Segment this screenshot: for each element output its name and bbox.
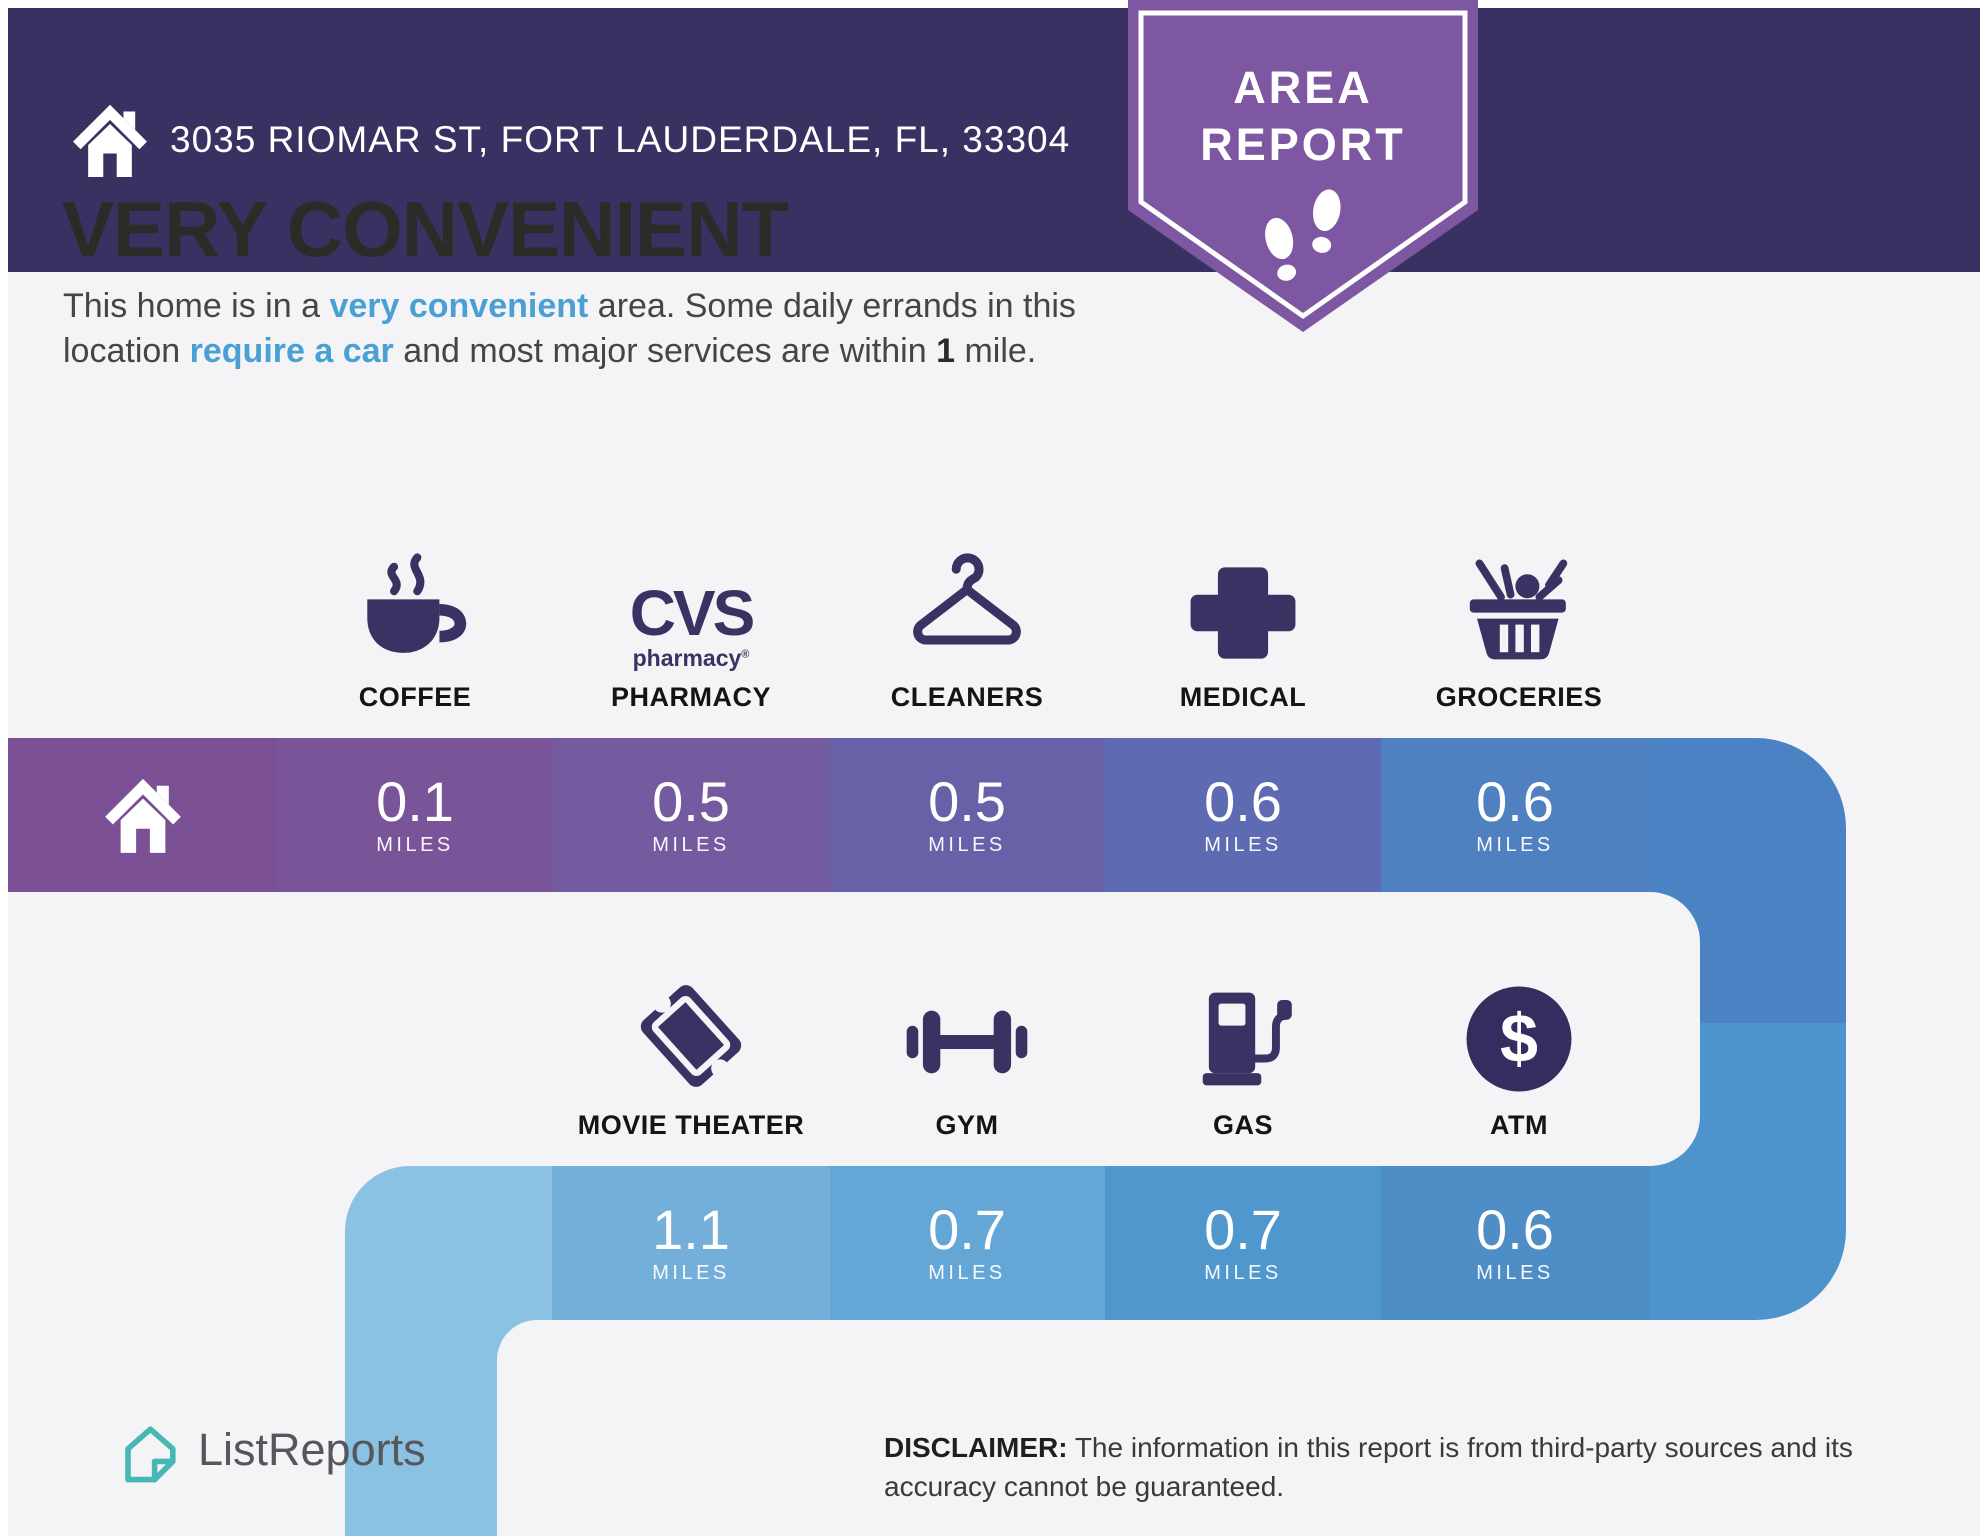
distance-groceries: 0.6 MILES — [1476, 770, 1554, 857]
listreports-logo-text: ListReports — [198, 1424, 426, 1475]
intro-line-1: This home is in a very convenient area. … — [63, 287, 1076, 325]
band-segment-gas — [1105, 1166, 1381, 1320]
distance-atm: 0.6 MILES — [1476, 1198, 1554, 1285]
distance-value: 0.1 — [376, 770, 454, 833]
cvs-pharmacy-logo: CVS pharmacy® — [629, 577, 756, 671]
distance-medical: 0.6 MILES — [1204, 770, 1282, 857]
hanger-icon — [857, 532, 1077, 670]
header-home-icon — [73, 104, 147, 177]
highlight-require-a-car: require a car — [189, 332, 394, 370]
highlight-one-mile: 1 — [936, 332, 955, 370]
distance-pharmacy: 0.5 MILES — [652, 770, 730, 857]
band-segment-medical — [1105, 738, 1381, 892]
groceries-basket-icon — [1409, 532, 1629, 670]
label-pharmacy: PHARMACY — [610, 682, 771, 712]
area-report-badge: AREA REPORT — [1128, 0, 1478, 332]
label-atm: ATM — [1490, 1110, 1548, 1140]
disclaimer-label: DISCLAIMER: — [884, 1432, 1068, 1463]
property-address: 3035 RIOMAR ST, FORT LAUDERDALE, FL, 333… — [170, 119, 1071, 160]
distance-gas: 0.7 MILES — [1204, 1198, 1282, 1285]
highlight-very-convenient: very convenient — [329, 287, 589, 325]
band-segment-groceries — [1381, 738, 1650, 892]
badge-line1: AREA — [1233, 62, 1373, 113]
left-connector-band — [345, 1166, 552, 1536]
distance-cleaners: 0.5 MILES — [928, 770, 1006, 857]
listreports-logo-icon — [125, 1426, 176, 1483]
gym-dumbbell-icon — [857, 962, 1077, 1100]
coffee-icon — [305, 532, 525, 670]
page-title: VERY CONVENIENT — [62, 185, 789, 273]
label-medical: MEDICAL — [1179, 682, 1307, 712]
band-segment-cleaners — [830, 738, 1105, 892]
intro-paragraph: This home is in a very convenient area. … — [63, 284, 1183, 374]
distance-coffee: 0.1 MILES — [330, 738, 500, 892]
footprints-icon — [1265, 189, 1341, 281]
medical-cross-icon — [1133, 532, 1353, 670]
distance-gym: 0.7 MILES — [928, 1198, 1006, 1285]
svg-text:$: $ — [1500, 1001, 1538, 1077]
header-bar — [8, 8, 1980, 272]
label-gym: GYM — [935, 1110, 999, 1140]
gas-pump-icon — [1133, 962, 1353, 1100]
right-connector-band — [1650, 738, 1846, 1320]
cvs-brand-text: CVS — [629, 577, 756, 649]
band-segment-movie-theater — [552, 1166, 830, 1320]
atm-dollar-icon: $ — [1409, 962, 1629, 1100]
distance-movie-theater: 1.1 MILES — [652, 1198, 730, 1285]
label-gas: GAS — [1212, 1110, 1273, 1140]
band-segment-pharmacy — [553, 738, 830, 892]
home-icon — [105, 778, 181, 853]
label-movie-theater: MOVIE THEATER — [577, 1110, 805, 1140]
label-coffee: COFFEE — [358, 682, 472, 712]
band-segment-atm — [1381, 1166, 1650, 1320]
label-groceries: GROCERIES — [1435, 682, 1603, 712]
badge-line2: REPORT — [1200, 119, 1406, 170]
distance-unit: MILES — [376, 834, 454, 856]
band-segment-gym — [830, 1166, 1105, 1320]
disclaimer: DISCLAIMER: The information in this repo… — [884, 1432, 1853, 1502]
label-cleaners: CLEANERS — [890, 682, 1044, 712]
movie-ticket-icon — [581, 962, 801, 1100]
band-segment-coffee — [277, 738, 553, 892]
intro-line-2: location require a car and most major se… — [63, 332, 1037, 370]
